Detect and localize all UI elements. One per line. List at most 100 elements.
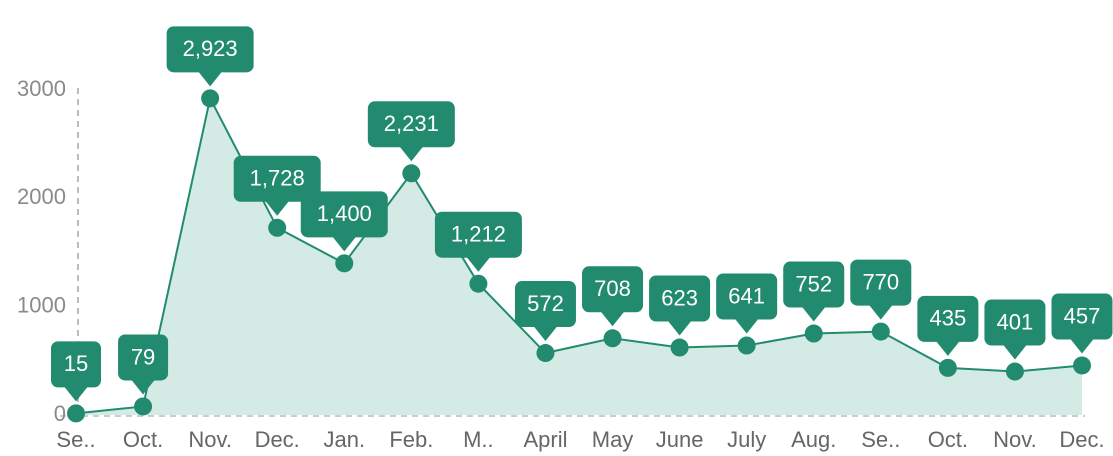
callout-box [716,273,778,320]
value-callout: 641 [716,273,778,334]
callout-pointer [667,320,692,336]
y-tick-label: 3000 [17,76,66,101]
point [737,336,756,355]
value-label: 79 [131,344,155,369]
value-callout: 1,728 [233,155,321,216]
point [1073,356,1091,375]
value-callout: 435 [917,295,979,356]
value-label: 1,400 [317,201,372,226]
callout-box [582,266,644,313]
value-callout: 2,923 [166,26,254,87]
callout-pointer [734,318,759,334]
value-label: 752 [795,271,832,296]
callout-box [984,299,1046,346]
callout-pointer [533,326,558,342]
value-label: 2,923 [183,36,238,61]
callout-pointer [466,256,491,272]
value-label: 435 [930,306,967,331]
point [268,218,287,237]
point [804,324,823,343]
x-tick-label: July [727,427,766,452]
callout-pointer [1070,338,1094,354]
x-tick-label: Se.. [861,427,900,452]
callout-box [118,334,169,381]
callout-box [367,101,455,148]
y-tick-label: 1000 [17,292,66,317]
callout-pointer [399,146,424,162]
x-tick-label: Oct. [123,427,163,452]
x-tick-label: May [592,427,634,452]
callout-box [1051,293,1113,340]
callout-box [783,261,845,308]
point [938,358,957,377]
callout-box [166,26,254,73]
value-label: 572 [527,291,564,316]
x-tick-label: Nov. [188,427,232,452]
callout-pointer [332,236,357,252]
point [134,397,153,416]
value-label: 401 [997,309,1034,334]
x-tick-label: Dec. [255,427,300,452]
callout-box [514,281,576,328]
x-tick-label: Se.. [56,427,95,452]
value-callout: 457 [1051,293,1113,354]
area [76,98,1082,415]
point [871,322,890,341]
x-tick-label: Jan. [323,427,365,452]
value-callout: 708 [582,266,644,327]
point [201,89,220,108]
x-tick-label: M.. [463,427,494,452]
point [67,404,85,423]
callout-pointer [600,311,625,327]
callout-pointer [868,304,893,320]
x-tick-label: April [523,427,567,452]
y-tick-label: 0 [54,401,66,426]
value-label: 1,728 [250,166,305,191]
x-tick-label: Feb. [389,427,433,452]
callout-box [233,155,321,202]
callout-box [434,211,522,258]
x-tick-label: Dec. [1059,427,1104,452]
value-callout: 401 [984,299,1046,360]
value-callout: 15 [51,341,101,402]
value-callout: 1,400 [300,191,388,252]
callout-box [649,275,711,322]
value-label: 708 [594,276,631,301]
value-callout: 1,212 [434,211,522,272]
value-label: 15 [64,351,88,376]
value-callout: 623 [649,275,711,336]
point [335,254,354,273]
callout-box [850,259,912,306]
callout-pointer [935,340,960,356]
value-label: 1,212 [451,222,506,247]
callout-pointer [801,306,826,322]
point [1005,362,1024,381]
callout-pointer [64,386,88,402]
point [670,338,689,357]
value-callout: 770 [850,259,912,320]
callout-pointer [265,200,290,216]
x-tick-label: Nov. [993,427,1037,452]
callout-box [300,191,388,238]
x-tick-label: Aug. [791,427,836,452]
value-label: 623 [661,285,698,310]
value-label: 2,231 [384,111,439,136]
callout-pointer [198,71,223,87]
y-tick-label: 2000 [17,184,66,209]
value-callout: 572 [514,281,576,342]
point [469,274,488,293]
callout-pointer [131,379,156,395]
value-label: 770 [862,269,899,294]
value-label: 457 [1064,303,1101,328]
x-tick-label: Oct. [928,427,968,452]
x-tick-label: June [656,427,704,452]
value-label: 641 [728,283,765,308]
point [402,164,421,183]
callout-box [51,341,101,388]
callout-box [917,295,979,342]
value-callout: 752 [783,261,845,322]
callout-pointer [1002,344,1027,360]
point [603,329,622,348]
value-callout: 2,231 [367,101,455,162]
